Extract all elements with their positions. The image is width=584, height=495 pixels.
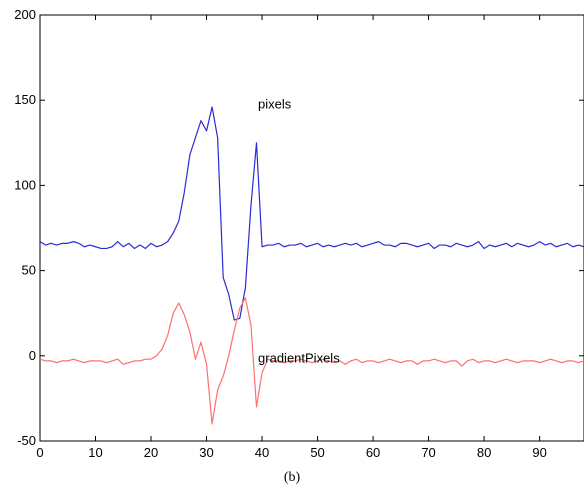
series-layer — [39, 106, 584, 425]
x-tick-label: 70 — [421, 445, 435, 460]
figure-caption: (b) — [283, 470, 301, 485]
y-axis: -50 0 50 100 150 200 — [14, 7, 584, 448]
y-tick-label: 200 — [14, 7, 36, 22]
y-tick-label: 50 — [22, 263, 36, 278]
plot-area — [39, 14, 584, 442]
x-axis: 0 10 20 30 40 50 60 70 80 90 — [36, 15, 547, 460]
x-tick-label: 30 — [199, 445, 213, 460]
annotation-0: pixels — [258, 97, 292, 112]
annotation-layer: pixels gradientPixels — [258, 97, 340, 366]
annotation-1: gradientPixels — [258, 351, 340, 366]
x-tick-label: 60 — [366, 445, 380, 460]
x-tick-label: 10 — [88, 445, 102, 460]
x-tick-label: 0 — [36, 445, 43, 460]
y-tick-label: 100 — [14, 177, 36, 192]
y-tick-label: -50 — [17, 433, 36, 448]
y-tick-label: 0 — [29, 348, 36, 363]
series-line-gradientpixels — [39, 297, 584, 425]
x-tick-label: 20 — [144, 445, 158, 460]
x-tick-label: 90 — [532, 445, 546, 460]
series-line-pixels — [39, 106, 584, 321]
x-tick-label: 50 — [310, 445, 324, 460]
y-tick-label: 150 — [14, 92, 36, 107]
x-tick-label: 40 — [255, 445, 269, 460]
x-tick-label: 80 — [477, 445, 491, 460]
